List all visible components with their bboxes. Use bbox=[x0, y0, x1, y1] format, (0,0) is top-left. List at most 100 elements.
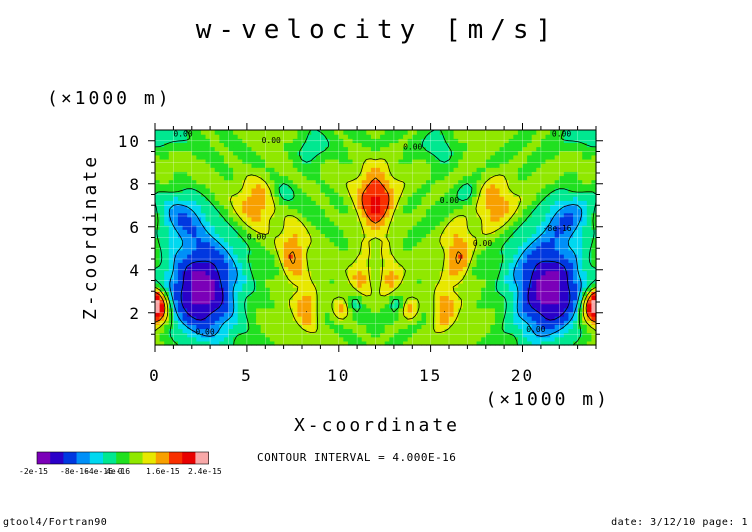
field-cell bbox=[315, 204, 321, 210]
field-cell bbox=[320, 324, 326, 330]
field-cell bbox=[444, 282, 450, 288]
field-cell bbox=[591, 163, 597, 168]
field-cell bbox=[210, 291, 216, 296]
field-cell bbox=[292, 274, 298, 280]
field-cell bbox=[233, 179, 239, 185]
field-cell bbox=[444, 295, 450, 301]
field-cell bbox=[568, 328, 574, 334]
field-cell bbox=[586, 278, 592, 284]
field-cell bbox=[527, 158, 533, 164]
field-cell bbox=[155, 146, 161, 152]
field-cell bbox=[324, 311, 331, 317]
field-cell bbox=[563, 287, 570, 292]
field-cell bbox=[582, 171, 588, 177]
field-cell bbox=[426, 216, 432, 222]
field-cell bbox=[545, 134, 551, 139]
field-cell bbox=[242, 254, 248, 259]
field-cell bbox=[177, 187, 184, 193]
field-cell bbox=[200, 237, 207, 243]
field-cell bbox=[269, 291, 276, 296]
field-cell bbox=[554, 303, 560, 309]
field-cell bbox=[343, 200, 349, 206]
field-cell bbox=[260, 287, 266, 292]
field-cell bbox=[343, 287, 349, 292]
field-cell bbox=[554, 270, 560, 276]
field-cell bbox=[260, 307, 266, 313]
field-cell bbox=[471, 295, 478, 301]
field-cell bbox=[302, 220, 308, 226]
field-cell bbox=[416, 196, 423, 201]
field-cell bbox=[260, 262, 266, 268]
field-cell bbox=[366, 142, 372, 148]
field-cell bbox=[370, 179, 377, 185]
field-cell bbox=[219, 183, 225, 189]
field-cell bbox=[370, 130, 377, 135]
field-cell bbox=[269, 200, 276, 206]
field-cell bbox=[324, 158, 331, 164]
field-cell bbox=[159, 274, 165, 280]
field-cell bbox=[302, 237, 308, 243]
field-cell bbox=[527, 200, 533, 206]
field-cell bbox=[485, 324, 491, 330]
field-cell bbox=[237, 336, 243, 342]
field-cell bbox=[375, 332, 381, 338]
field-cell bbox=[485, 307, 491, 313]
field-cell bbox=[228, 295, 234, 301]
field-cell bbox=[279, 295, 285, 301]
field-cell bbox=[481, 307, 487, 313]
field-cell bbox=[370, 258, 377, 263]
field-cell bbox=[283, 324, 289, 330]
field-cell bbox=[531, 212, 537, 218]
field-cell bbox=[449, 163, 455, 168]
field-cell bbox=[283, 295, 289, 301]
field-cell bbox=[168, 146, 174, 152]
field-cell bbox=[366, 204, 372, 210]
field-cell bbox=[513, 282, 519, 288]
field-cell bbox=[522, 287, 528, 292]
field-cell bbox=[522, 233, 528, 239]
field-cell bbox=[430, 142, 436, 148]
field-cell bbox=[416, 200, 423, 206]
field-cell bbox=[347, 332, 354, 338]
field-cell bbox=[504, 336, 510, 342]
field-cell bbox=[223, 237, 230, 243]
field-cell bbox=[370, 303, 377, 309]
field-cell bbox=[421, 270, 427, 276]
field-cell bbox=[389, 171, 395, 177]
field-cell bbox=[361, 212, 367, 218]
field-cell bbox=[582, 200, 588, 206]
field-cell bbox=[531, 278, 537, 284]
field-cell bbox=[444, 258, 450, 263]
field-cell bbox=[329, 171, 335, 177]
field-cell bbox=[430, 167, 436, 172]
field-cell bbox=[430, 130, 436, 135]
field-cell bbox=[200, 241, 207, 247]
field-cell bbox=[573, 179, 579, 185]
field-cell bbox=[476, 146, 482, 152]
field-cell bbox=[490, 204, 496, 210]
field-cell bbox=[586, 332, 592, 338]
field-cell bbox=[177, 158, 184, 164]
field-cell bbox=[311, 220, 317, 226]
field-cell bbox=[393, 146, 400, 152]
field-cell bbox=[582, 163, 588, 168]
field-cell bbox=[223, 316, 230, 321]
field-cell bbox=[384, 332, 390, 338]
field-cell bbox=[370, 332, 377, 338]
field-cell bbox=[347, 229, 354, 234]
field-cell bbox=[237, 150, 243, 156]
field-cell bbox=[380, 167, 386, 172]
field-cell bbox=[242, 150, 248, 156]
field-cell bbox=[347, 270, 354, 276]
field-cell bbox=[210, 340, 216, 346]
field-cell bbox=[591, 171, 597, 177]
field-cell bbox=[370, 274, 377, 280]
field-cell bbox=[435, 295, 441, 301]
field-cell bbox=[177, 295, 184, 301]
field-cell bbox=[467, 167, 473, 172]
field-cell bbox=[471, 146, 478, 152]
field-cell bbox=[540, 225, 547, 230]
field-cell bbox=[462, 200, 468, 206]
field-cell bbox=[476, 320, 482, 325]
field-cell bbox=[550, 146, 556, 152]
